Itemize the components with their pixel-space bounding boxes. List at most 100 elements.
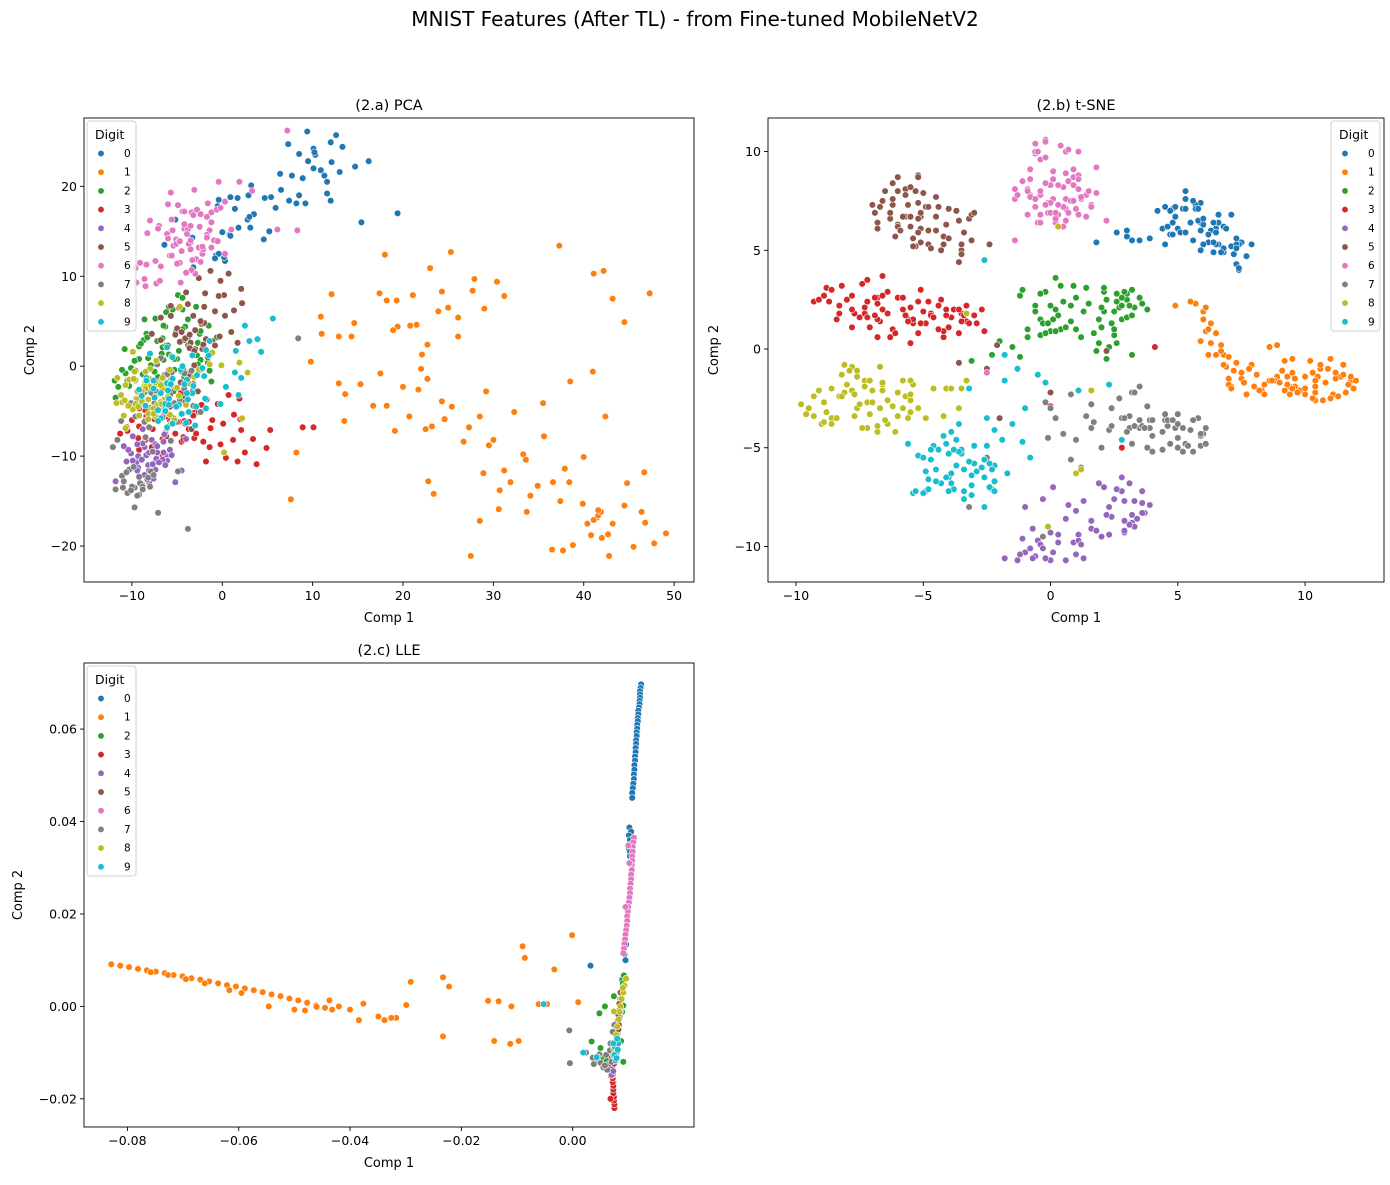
scatter-point-digit-1 [1332, 369, 1339, 376]
scatter-point-digit-7 [1175, 444, 1182, 451]
scatter-point-digit-7 [1190, 417, 1197, 424]
scatter-point-digit-0 [1147, 235, 1154, 242]
scatter-point-digit-1 [651, 540, 658, 547]
scatter-point-digit-6 [1078, 194, 1085, 201]
scatter-point-digit-0 [1197, 247, 1204, 254]
scatter-point-digit-3 [117, 430, 124, 437]
scatter-point-digit-6 [177, 238, 184, 245]
scatter-point-digit-0 [1182, 229, 1189, 236]
scatter-point-digit-8 [616, 1016, 623, 1023]
scatter-point-digit-1 [630, 544, 637, 551]
scatter-point-digit-8 [1045, 523, 1052, 530]
scatter-point-digit-1 [108, 961, 115, 968]
scatter-point-digit-1 [233, 983, 240, 990]
scatter-point-digit-0 [587, 962, 594, 969]
scatter-point-digit-4 [160, 438, 167, 445]
scatter-point-digit-2 [138, 340, 145, 347]
scatter-point-digit-1 [570, 542, 577, 549]
scatter-point-digit-7 [1159, 446, 1166, 453]
legend-marker [98, 864, 104, 870]
scatter-point-digit-7 [1164, 423, 1171, 430]
scatter-point-digit-3 [925, 298, 932, 305]
scatter-point-digit-9 [232, 369, 239, 376]
scatter-point-digit-8 [221, 449, 228, 456]
scatter-point-digit-2 [1063, 324, 1070, 331]
scatter-point-digit-0 [1223, 225, 1230, 232]
x-tick-label: 40 [576, 588, 592, 603]
scatter-point-digit-8 [958, 385, 965, 392]
scatter-point-digit-5 [895, 174, 902, 181]
scatter-point-digit-7 [1040, 533, 1047, 540]
scatter-point-digit-0 [299, 175, 306, 182]
scatter-point-digit-6 [174, 260, 181, 267]
scatter-point-digit-5 [933, 194, 940, 201]
scatter-point-digit-6 [1085, 188, 1092, 195]
scatter-point-digit-3 [973, 320, 980, 327]
scatter-point-digit-5 [869, 202, 876, 209]
scatter-point-digit-1 [1213, 330, 1220, 337]
scatter-point-digit-4 [1080, 498, 1087, 505]
scatter-point-digit-4 [183, 436, 190, 443]
scatter-point-digit-0 [1167, 208, 1174, 215]
x-tick-label: 5 [1174, 588, 1182, 603]
scatter-point-digit-1 [1172, 302, 1179, 309]
scatter-point-digit-0 [358, 219, 365, 226]
y-tick-label: 10 [745, 144, 761, 159]
scatter-point-digit-1 [1302, 391, 1309, 398]
scatter-point-digit-9 [202, 395, 209, 402]
scatter-point-digit-2 [1129, 352, 1136, 359]
scatter-point-digit-8 [130, 349, 137, 356]
scatter-point-digit-1 [1261, 381, 1268, 388]
scatter-point-digit-7 [1124, 429, 1131, 436]
scatter-point-digit-2 [1096, 316, 1103, 323]
scatter-point-digit-1 [501, 467, 508, 474]
scatter-point-digit-5 [943, 221, 950, 228]
scatter-point-digit-7 [1068, 391, 1075, 398]
scatter-point-digit-0 [215, 197, 222, 204]
scatter-point-digit-5 [910, 243, 917, 250]
scatter-point-digit-6 [984, 369, 991, 376]
scatter-point-digit-9 [984, 443, 991, 450]
scatter-point-digit-9 [614, 1035, 621, 1042]
scatter-point-digit-1 [1238, 369, 1245, 376]
scatter-point-digit-3 [238, 427, 245, 434]
scatter-point-digit-2 [1045, 320, 1052, 327]
scatter-point-digit-4 [1022, 504, 1029, 511]
scatter-point-digit-7 [1149, 417, 1156, 424]
scatter-point-digit-6 [143, 261, 150, 268]
scatter-point-digit-2 [1129, 287, 1136, 294]
scatter-point-digit-9 [948, 470, 955, 477]
scatter-point-digit-0 [1233, 235, 1240, 242]
scatter-point-digit-9 [951, 446, 958, 453]
scatter-point-digit-1 [381, 1017, 388, 1024]
scatter-point-digit-0 [629, 795, 636, 802]
scatter-point-digit-0 [1154, 208, 1161, 215]
scatter-point-digit-6 [1027, 166, 1034, 173]
scatter-point-digit-9 [943, 441, 950, 448]
scatter-point-digit-0 [327, 139, 334, 146]
scatter-point-digit-1 [606, 553, 613, 560]
scatter-point-digit-5 [212, 342, 219, 349]
scatter-point-digit-6 [208, 244, 215, 251]
scatter-point-digit-8 [963, 377, 970, 384]
scatter-point-digit-2 [596, 1010, 603, 1017]
scatter-point-digit-0 [622, 957, 629, 964]
legend-marker [98, 808, 104, 814]
scatter-point-digit-6 [1012, 186, 1019, 193]
scatter-point-digit-9 [928, 446, 935, 453]
x-tick-label: −10 [119, 588, 145, 603]
scatter-point-digit-8 [877, 405, 884, 412]
scatter-point-digit-2 [1032, 302, 1039, 309]
scatter-point-digit-1 [424, 376, 431, 383]
scatter-point-digit-3 [234, 458, 241, 465]
scatter-point-digit-5 [925, 204, 932, 211]
x-axis-label: Comp 1 [364, 611, 414, 626]
scatter-point-digit-5 [928, 245, 935, 252]
scatter-point-digit-2 [1057, 283, 1064, 290]
scatter-point-digit-5 [945, 206, 952, 213]
scatter-point-digit-0 [1197, 227, 1204, 234]
scatter-point-digit-5 [956, 259, 963, 266]
scatter-point-digit-6 [1070, 182, 1077, 189]
scatter-point-digit-0 [261, 236, 268, 243]
